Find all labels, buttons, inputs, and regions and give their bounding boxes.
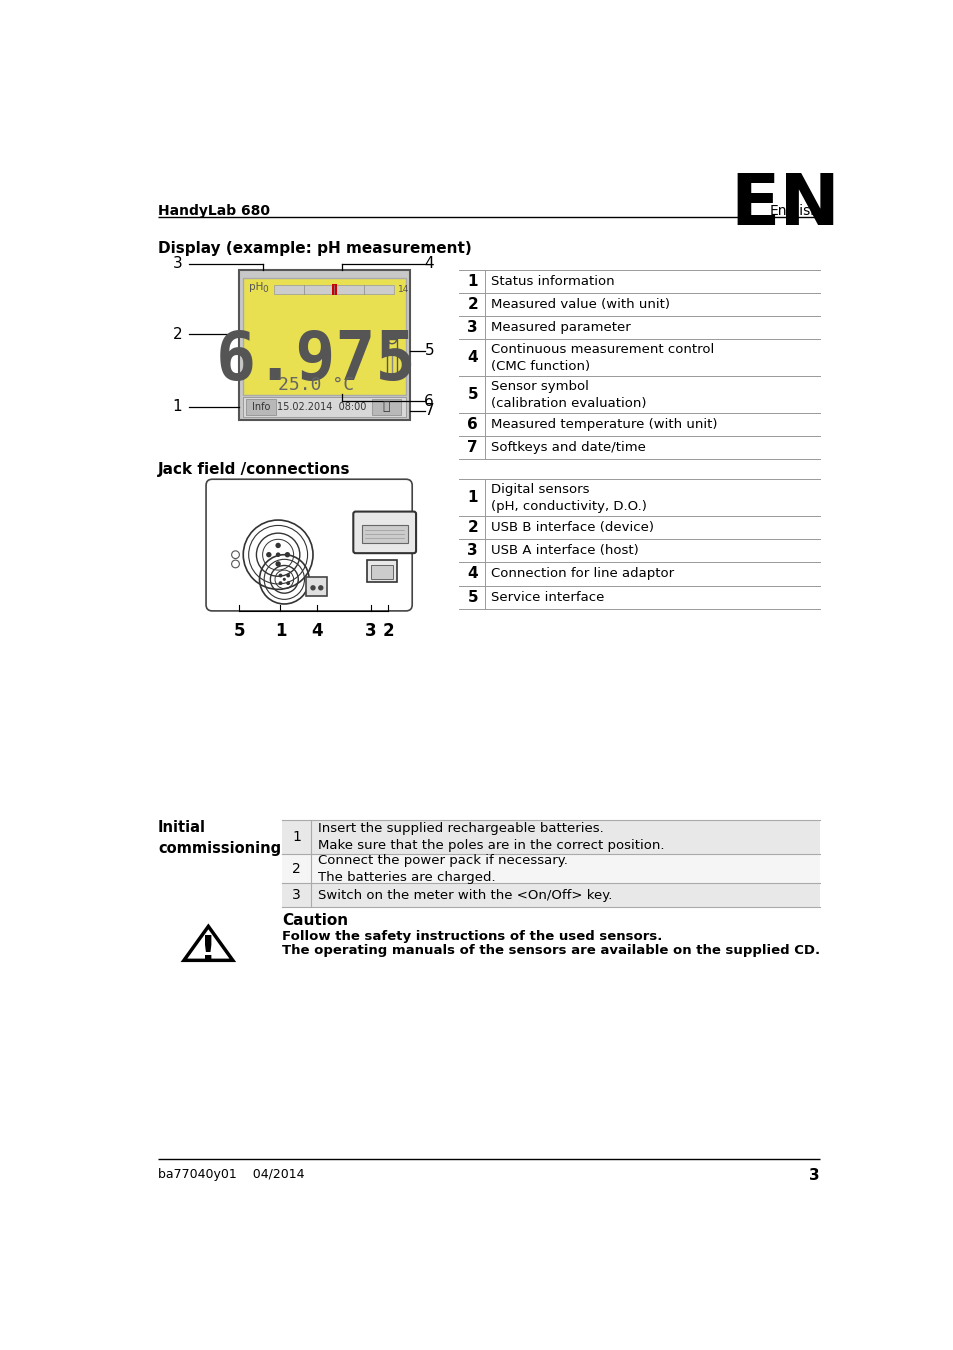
Circle shape: [286, 582, 290, 585]
Text: 6.975: 6.975: [216, 328, 416, 394]
Text: 2: 2: [382, 622, 394, 640]
FancyBboxPatch shape: [361, 525, 407, 543]
Text: Jack field /connections: Jack field /connections: [158, 462, 350, 478]
Text: Caution: Caution: [282, 913, 348, 927]
Text: 3: 3: [808, 1168, 819, 1183]
Text: 4: 4: [311, 622, 322, 640]
FancyBboxPatch shape: [274, 285, 394, 294]
Text: Measured value (with unit): Measured value (with unit): [491, 298, 670, 311]
Text: Measured parameter: Measured parameter: [491, 321, 630, 333]
Text: USB B interface (device): USB B interface (device): [491, 521, 654, 535]
FancyBboxPatch shape: [206, 479, 412, 612]
Text: 3: 3: [172, 256, 182, 271]
Text: 1: 1: [292, 830, 301, 844]
Text: 6: 6: [467, 417, 477, 432]
Text: !: !: [200, 934, 216, 968]
FancyBboxPatch shape: [282, 855, 819, 883]
FancyBboxPatch shape: [306, 576, 327, 595]
FancyBboxPatch shape: [353, 512, 416, 553]
Text: HandyLab 680: HandyLab 680: [158, 204, 270, 219]
Circle shape: [266, 552, 272, 558]
FancyBboxPatch shape: [243, 397, 406, 417]
Text: 6: 6: [424, 394, 434, 409]
Text: 5: 5: [233, 622, 245, 640]
Text: 1: 1: [274, 622, 286, 640]
Text: USB A interface (host): USB A interface (host): [491, 544, 639, 558]
Text: 3: 3: [292, 888, 301, 902]
Circle shape: [284, 552, 290, 558]
Text: Connect the power pack if necessary.
The batteries are charged.: Connect the power pack if necessary. The…: [317, 853, 567, 884]
FancyBboxPatch shape: [332, 285, 336, 296]
FancyBboxPatch shape: [243, 278, 406, 396]
Text: English: English: [769, 204, 819, 219]
Text: 0: 0: [262, 285, 268, 294]
Text: 4: 4: [424, 256, 434, 271]
Text: Continuous measurement control
(CMC function): Continuous measurement control (CMC func…: [491, 343, 714, 373]
Text: Insert the supplied rechargeable batteries.
Make sure that the poles are in the : Insert the supplied rechargeable batteri…: [317, 822, 663, 852]
FancyBboxPatch shape: [371, 564, 393, 579]
Circle shape: [275, 562, 280, 567]
FancyBboxPatch shape: [372, 400, 401, 414]
Text: EN: EN: [729, 171, 840, 240]
Text: 3: 3: [365, 622, 376, 640]
Text: Switch on the meter with the <On/Off> key.: Switch on the meter with the <On/Off> ke…: [317, 888, 612, 902]
Text: 1: 1: [172, 400, 182, 414]
Circle shape: [286, 574, 290, 578]
Text: 1: 1: [467, 274, 477, 289]
Text: 2: 2: [292, 861, 301, 876]
Text: 14: 14: [397, 285, 409, 294]
Text: 2: 2: [172, 327, 182, 342]
Text: Initial
commissioning: Initial commissioning: [158, 821, 281, 856]
Text: 3: 3: [467, 543, 477, 559]
Text: 5: 5: [424, 343, 434, 358]
Text: 5: 5: [467, 387, 477, 402]
Text: 7: 7: [467, 440, 477, 455]
Text: Softkeys and date/time: Softkeys and date/time: [491, 441, 645, 454]
FancyBboxPatch shape: [246, 400, 275, 414]
Text: ba77040y01    04/2014: ba77040y01 04/2014: [158, 1168, 304, 1181]
Circle shape: [275, 552, 280, 558]
Circle shape: [278, 582, 282, 585]
Circle shape: [317, 585, 323, 590]
Circle shape: [310, 585, 315, 590]
Circle shape: [278, 574, 282, 578]
Text: 2: 2: [467, 297, 477, 312]
Circle shape: [275, 543, 280, 548]
Text: Info: Info: [252, 402, 270, 412]
FancyBboxPatch shape: [239, 270, 410, 420]
Text: Follow the safety instructions of the used sensors.: Follow the safety instructions of the us…: [282, 930, 661, 942]
Text: 15.02.2014  08:00: 15.02.2014 08:00: [276, 402, 366, 412]
Text: ⌖: ⌖: [382, 401, 390, 413]
Text: Measured temperature (with unit): Measured temperature (with unit): [491, 418, 717, 431]
Text: Digital sensors
(pH, conductivity, D.O.): Digital sensors (pH, conductivity, D.O.): [491, 483, 646, 513]
FancyBboxPatch shape: [387, 339, 396, 378]
Circle shape: [282, 578, 286, 580]
Text: 2: 2: [467, 520, 477, 535]
Text: pH: pH: [249, 282, 264, 292]
Text: 4: 4: [467, 567, 477, 582]
Text: 5: 5: [467, 590, 477, 605]
Text: 7: 7: [424, 404, 434, 418]
Text: 25.0 °C: 25.0 °C: [278, 377, 355, 394]
Text: 3: 3: [467, 320, 477, 335]
Text: Display (example: pH measurement): Display (example: pH measurement): [158, 240, 471, 255]
Text: 1: 1: [467, 490, 477, 505]
FancyBboxPatch shape: [367, 560, 396, 582]
Text: Sensor symbol
(calibration evaluation): Sensor symbol (calibration evaluation): [491, 379, 646, 409]
Text: Connection for line adaptor: Connection for line adaptor: [491, 567, 674, 580]
FancyBboxPatch shape: [282, 883, 819, 907]
Text: 4: 4: [467, 350, 477, 365]
Text: Service interface: Service interface: [491, 590, 604, 603]
Text: Status information: Status information: [491, 275, 615, 288]
Text: The operating manuals of the sensors are available on the supplied CD.: The operating manuals of the sensors are…: [282, 944, 820, 957]
FancyBboxPatch shape: [282, 821, 819, 855]
